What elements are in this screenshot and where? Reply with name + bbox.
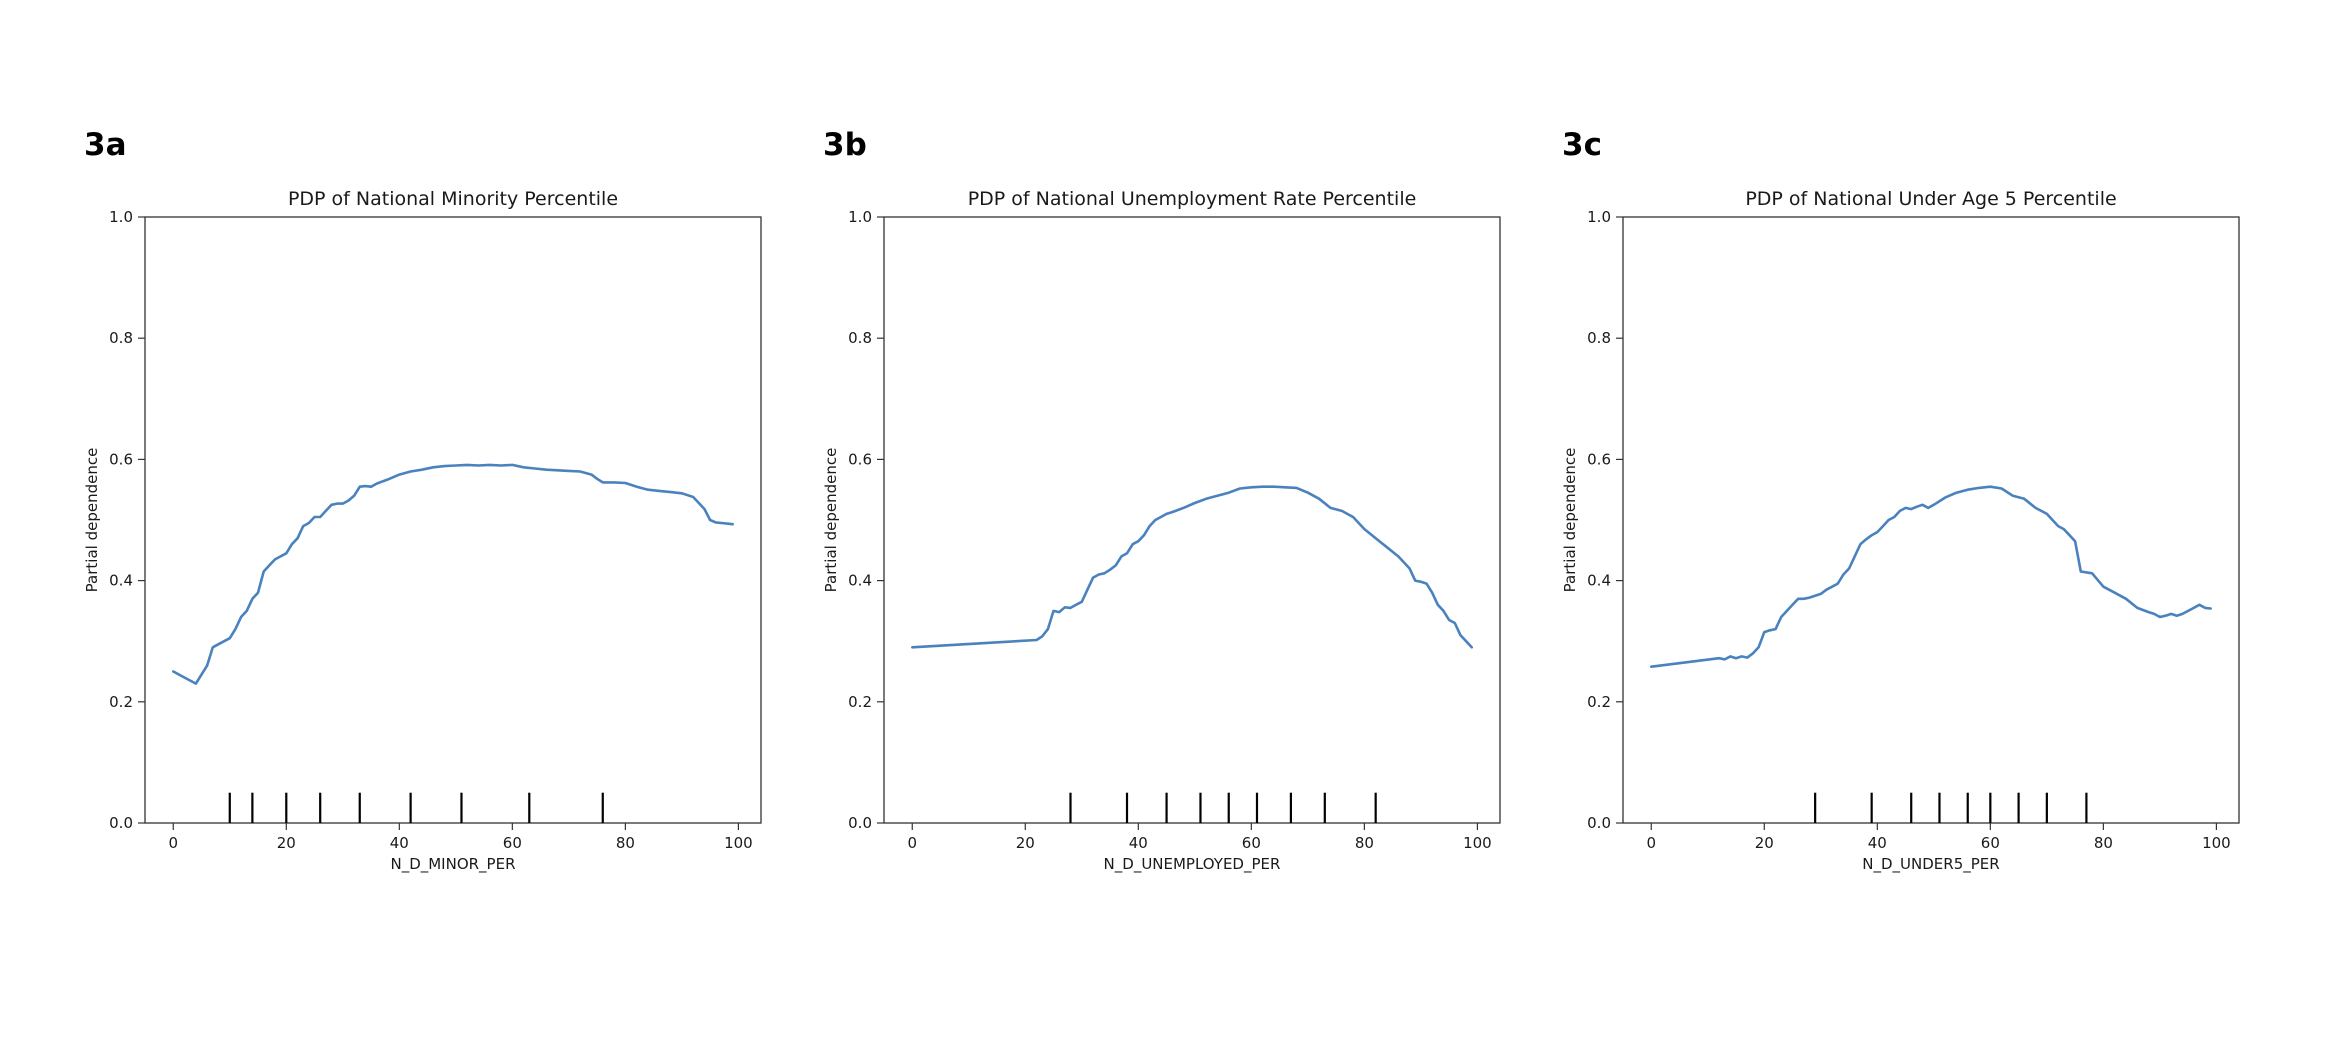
y-tick-label: 0.6: [109, 450, 133, 468]
panel-3b: 3b PDP of National Unemployment Rate Per…: [822, 127, 1501, 874]
plot-title: PDP of National Under Age 5 Percentile: [1745, 188, 2116, 210]
x-axis-label: N_D_UNEMPLOYED_PER: [1104, 855, 1281, 874]
y-tick-label: 0.6: [1587, 450, 1611, 468]
x-axis: 0 20 40 60 80 100: [907, 823, 1492, 852]
y-axis: 0.0 0.2 0.4 0.6 0.8 1.0: [1587, 208, 1623, 832]
decile-rug: [1069, 792, 1377, 823]
panel-3c: 3c PDP of National Under Age 5 Percentil…: [1561, 127, 2240, 874]
y-tick-label: 0.8: [848, 329, 872, 347]
plot-title: PDP of National Unemployment Rate Percen…: [968, 188, 1417, 210]
y-axis-label: Partial dependence: [1561, 448, 1579, 593]
decile-rug: [228, 792, 604, 823]
plot-title: PDP of National Minority Percentile: [288, 188, 618, 210]
y-tick-label: 0.2: [1587, 693, 1611, 711]
x-tick-label: 80: [2094, 834, 2113, 852]
y-axis: 0.0 0.2 0.4 0.6 0.8 1.0: [109, 208, 145, 832]
y-tick-label: 0.2: [109, 693, 133, 711]
panel-label: 3a: [84, 127, 127, 163]
y-tick-label: 0.2: [848, 693, 872, 711]
x-tick-label: 80: [616, 834, 635, 852]
y-axis: 0.0 0.2 0.4 0.6 0.8 1.0: [848, 208, 884, 832]
x-tick-label: 100: [1463, 834, 1492, 852]
y-tick-label: 0.4: [848, 572, 872, 590]
x-tick-label: 60: [503, 834, 522, 852]
decile-rug: [1814, 792, 2088, 823]
y-axis-label: Partial dependence: [822, 448, 840, 593]
x-axis: 0 20 40 60 80 100: [168, 823, 753, 852]
x-tick-label: 40: [390, 834, 409, 852]
y-axis-label: Partial dependence: [83, 448, 101, 593]
panel-3a: 3a PDP of National Minority Percentile 0…: [83, 127, 762, 874]
x-tick-label: 20: [1755, 834, 1774, 852]
x-tick-label: 0: [907, 834, 917, 852]
x-tick-label: 20: [1016, 834, 1035, 852]
x-axis-label: N_D_MINOR_PER: [390, 855, 515, 874]
y-tick-label: 0.6: [848, 450, 872, 468]
y-tick-label: 0.4: [109, 572, 133, 590]
y-tick-label: 1.0: [109, 208, 133, 226]
x-tick-label: 100: [2202, 834, 2231, 852]
x-tick-label: 40: [1129, 834, 1148, 852]
plot-frame: [144, 216, 762, 824]
partial-dependence-line: [1650, 485, 2212, 668]
panel-label: 3c: [1562, 127, 1602, 163]
x-tick-label: 20: [277, 834, 296, 852]
y-tick-label: 0.4: [1587, 572, 1611, 590]
y-tick-label: 0.0: [848, 814, 872, 832]
y-tick-label: 0.0: [1587, 814, 1611, 832]
y-tick-label: 1.0: [1587, 208, 1611, 226]
x-tick-label: 0: [1646, 834, 1656, 852]
x-tick-label: 100: [724, 834, 753, 852]
y-tick-label: 1.0: [848, 208, 872, 226]
x-tick-label: 60: [1242, 834, 1261, 852]
x-tick-label: 40: [1868, 834, 1887, 852]
x-tick-label: 60: [1981, 834, 2000, 852]
x-tick-label: 80: [1355, 834, 1374, 852]
x-tick-label: 0: [168, 834, 178, 852]
x-axis-label: N_D_UNDER5_PER: [1862, 855, 1999, 874]
partial-dependence-line: [911, 485, 1473, 649]
partial-dependence-line: [172, 463, 734, 685]
plot-frame: [1622, 216, 2240, 824]
panel-label: 3b: [823, 127, 867, 163]
y-tick-label: 0.8: [1587, 329, 1611, 347]
plot-frame: [883, 216, 1501, 824]
y-tick-label: 0.8: [109, 329, 133, 347]
x-axis: 0 20 40 60 80 100: [1646, 823, 2231, 852]
y-tick-label: 0.0: [109, 814, 133, 832]
